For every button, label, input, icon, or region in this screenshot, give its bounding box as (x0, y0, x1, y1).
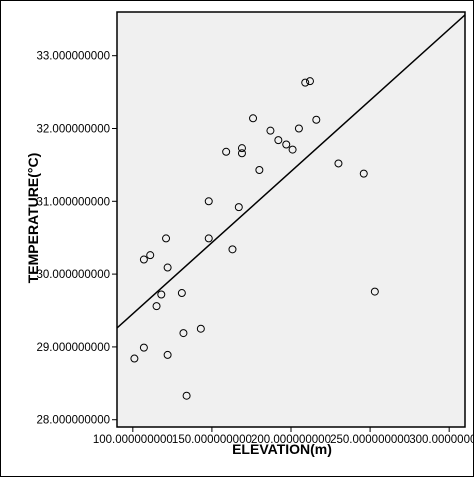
x-tick-label: 200.000000000 (251, 434, 331, 446)
data-point (334, 159, 343, 168)
data-point (152, 302, 161, 311)
data-point (139, 255, 148, 264)
data-point (196, 324, 205, 333)
data-point (234, 203, 243, 212)
data-point (222, 147, 231, 156)
y-tick-label: 28.000000000 (36, 415, 110, 427)
y-tick-label: 31.000000000 (36, 196, 110, 208)
y-tick-label: 30.000000000 (36, 269, 110, 281)
y-tick-label: 32.000000000 (36, 123, 110, 135)
data-point (146, 251, 155, 260)
data-point (179, 329, 188, 338)
y-tick-label: 33.000000000 (36, 51, 110, 63)
data-point (249, 114, 258, 123)
data-point (274, 136, 283, 145)
data-point (177, 289, 186, 298)
data-point (163, 350, 172, 359)
data-point (204, 197, 213, 206)
data-point (282, 140, 291, 149)
fit-line (117, 14, 465, 329)
data-point (157, 290, 166, 299)
data-point (139, 343, 148, 352)
data-point (301, 78, 310, 87)
data-point (255, 165, 264, 174)
data-point (370, 287, 379, 296)
y-axis-title: TEMPERATURE(°C) (25, 153, 41, 284)
x-tick-label: 250.000000000 (330, 434, 410, 446)
data-point (162, 234, 171, 243)
data-point (237, 144, 246, 153)
plot-area (116, 11, 466, 428)
x-axis-title: ELEVATION(m) (232, 441, 332, 457)
data-point (130, 354, 139, 363)
x-tick-label: 100.000000000 (93, 434, 173, 446)
data-point (163, 263, 172, 272)
data-point (204, 234, 213, 243)
data-point (294, 124, 303, 133)
data-point (237, 149, 246, 158)
data-point (305, 77, 314, 86)
x-tick-label: 150.000000000 (172, 434, 252, 446)
y-tick-label: 29.000000000 (36, 342, 110, 354)
data-point (288, 145, 297, 154)
data-point (312, 115, 321, 124)
data-point (359, 169, 368, 178)
data-point (182, 391, 191, 400)
data-point (228, 245, 237, 254)
data-point (266, 126, 275, 135)
x-tick-label: 300.000000000 (409, 434, 474, 446)
